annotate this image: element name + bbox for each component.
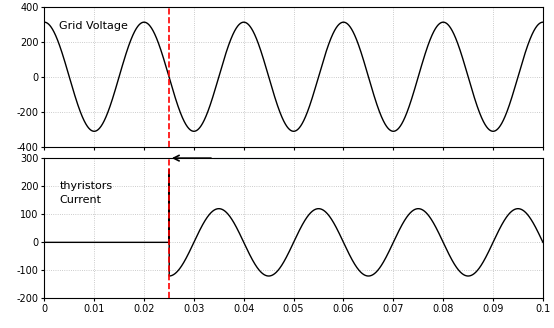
Text: thyristors: thyristors — [59, 181, 112, 191]
Text: Current: Current — [59, 195, 101, 205]
Text: Grid Voltage: Grid Voltage — [59, 21, 128, 31]
